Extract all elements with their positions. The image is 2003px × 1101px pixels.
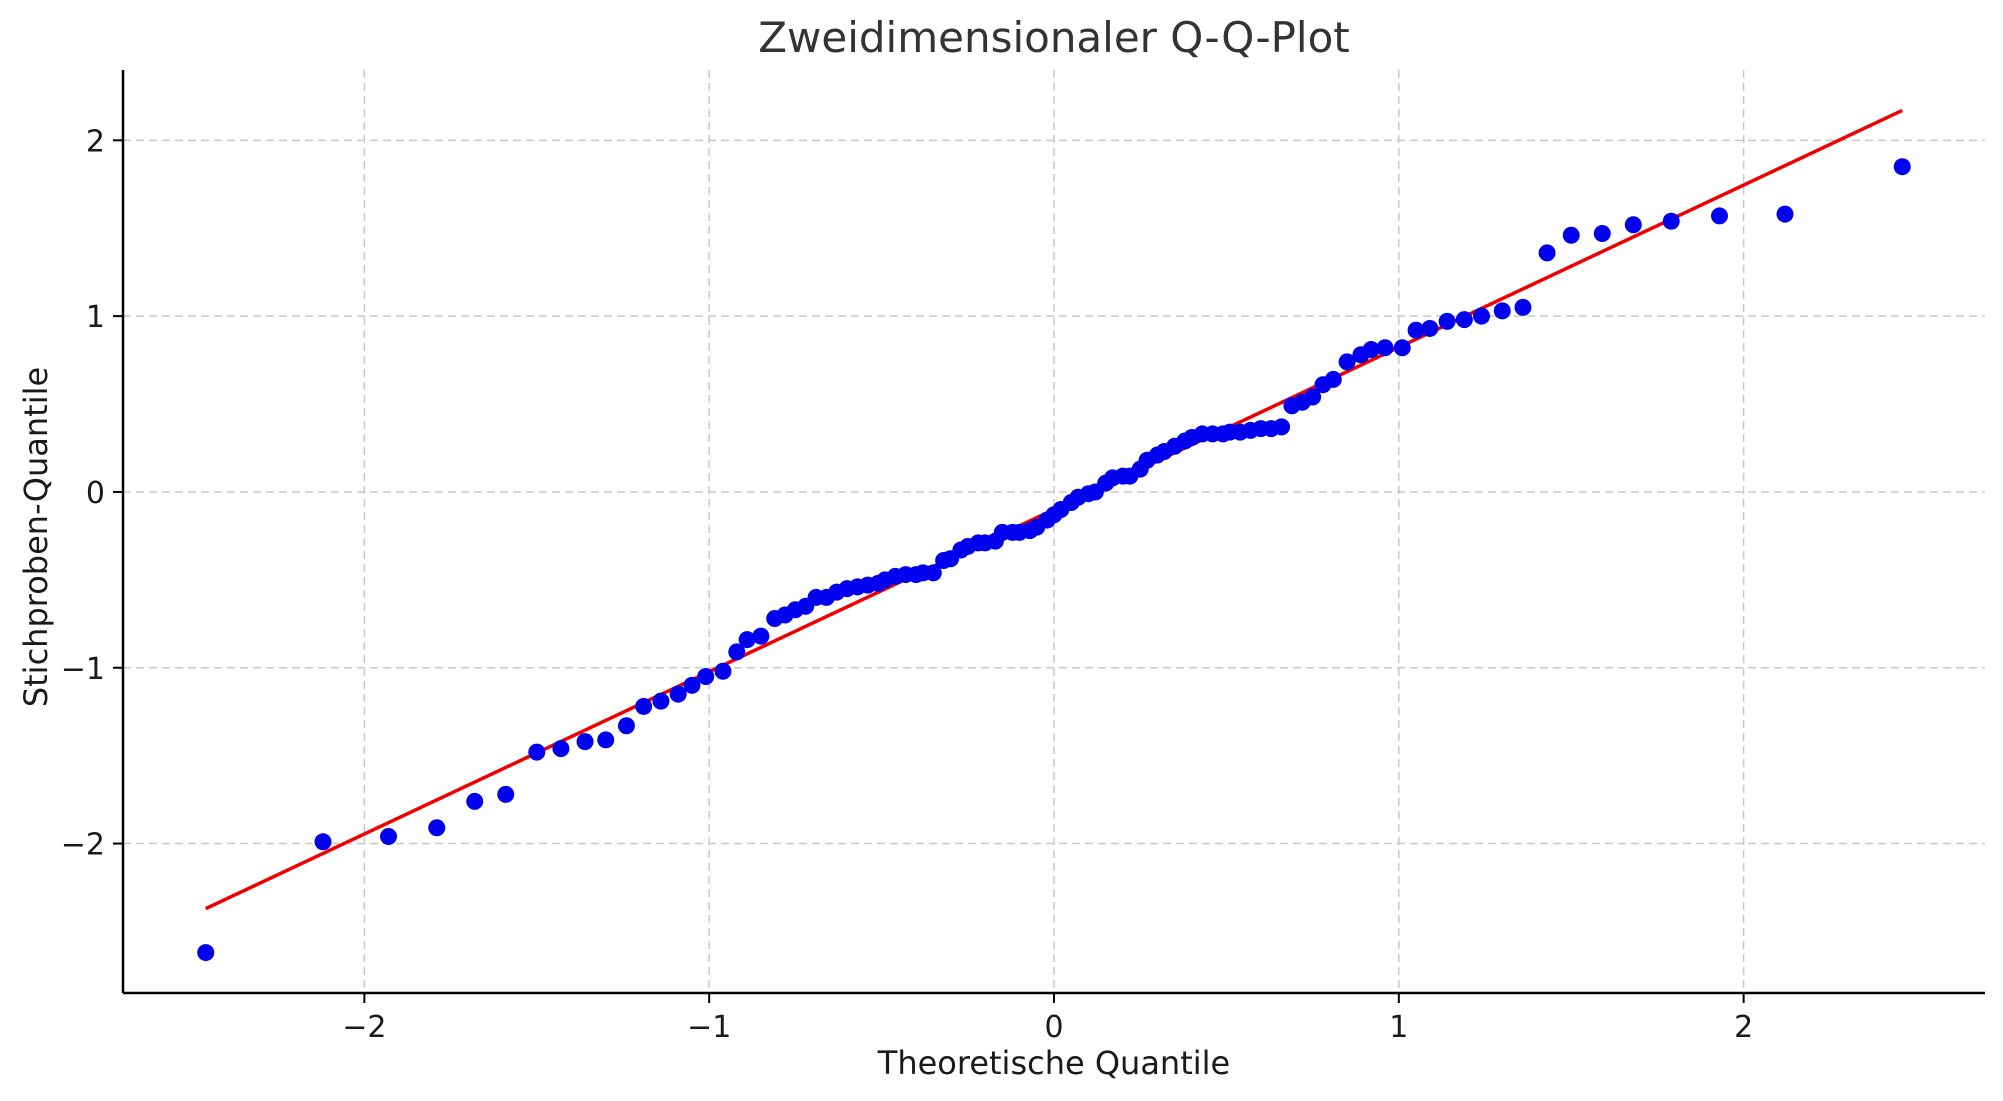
- sample-point: [617, 717, 635, 735]
- sample-point: [314, 833, 332, 851]
- sample-point: [597, 731, 615, 749]
- sample-point: [652, 692, 670, 710]
- sample-point: [497, 785, 515, 803]
- sample-point: [1362, 341, 1380, 359]
- sample-point: [1514, 298, 1532, 316]
- sample-point: [752, 627, 770, 645]
- y-tick-label: −2: [61, 828, 105, 863]
- sample-point: [1624, 216, 1642, 234]
- x-tick-label: 0: [1044, 1010, 1063, 1045]
- sample-point: [466, 792, 484, 810]
- sample-point: [728, 643, 746, 661]
- sample-point: [576, 733, 594, 751]
- tick-marks: −2 −1 0 1 2 −2 −1 0 1 2: [61, 124, 1753, 1045]
- x-axis-label: Theoretische Quantile: [877, 1044, 1230, 1082]
- y-tick-label: 0: [86, 476, 105, 511]
- y-tick-label: 2: [86, 124, 105, 159]
- sample-point: [1438, 312, 1456, 330]
- x-tick-label: −2: [342, 1010, 386, 1045]
- sample-point: [738, 631, 756, 649]
- sample-point: [1455, 311, 1473, 329]
- sample-point: [1338, 353, 1356, 371]
- sample-point: [1473, 307, 1491, 325]
- sample-point: [552, 740, 570, 758]
- sample-point: [380, 828, 398, 846]
- sample-point: [1273, 418, 1291, 436]
- sample-point: [1562, 226, 1580, 244]
- sample-point: [1710, 207, 1728, 225]
- y-tick-label: 1: [86, 300, 105, 335]
- sample-point: [1324, 370, 1342, 388]
- sample-point: [1421, 319, 1439, 337]
- x-tick-label: 2: [1734, 1010, 1753, 1045]
- sample-point: [528, 743, 546, 761]
- sample-point: [1407, 321, 1425, 339]
- sample-point: [1593, 225, 1611, 243]
- sample-point: [669, 685, 687, 703]
- x-tick-label: 1: [1389, 1010, 1408, 1045]
- y-tick-label: −1: [61, 652, 105, 687]
- x-tick-label: −1: [687, 1010, 731, 1045]
- sample-point: [428, 819, 446, 837]
- sample-point: [197, 944, 215, 962]
- sample-point: [1493, 302, 1511, 320]
- sample-point: [1304, 388, 1322, 406]
- sample-point: [697, 668, 715, 686]
- sample-point: [1893, 158, 1911, 176]
- chart-title: Zweidimensionaler Q-Q-Plot: [758, 13, 1350, 62]
- sample-point: [714, 662, 732, 680]
- sample-point: [1776, 205, 1794, 223]
- grid-lines: [123, 70, 1985, 993]
- sample-point: [1662, 212, 1680, 230]
- sample-point: [635, 697, 653, 715]
- sample-point: [1538, 244, 1556, 262]
- sample-point: [683, 676, 701, 694]
- sample-point: [1393, 339, 1411, 357]
- y-axis-label: Stichproben-Quantile: [17, 367, 55, 707]
- sample-point: [924, 564, 942, 582]
- sample-points-layer: [197, 158, 1911, 962]
- sample-point: [1376, 339, 1394, 357]
